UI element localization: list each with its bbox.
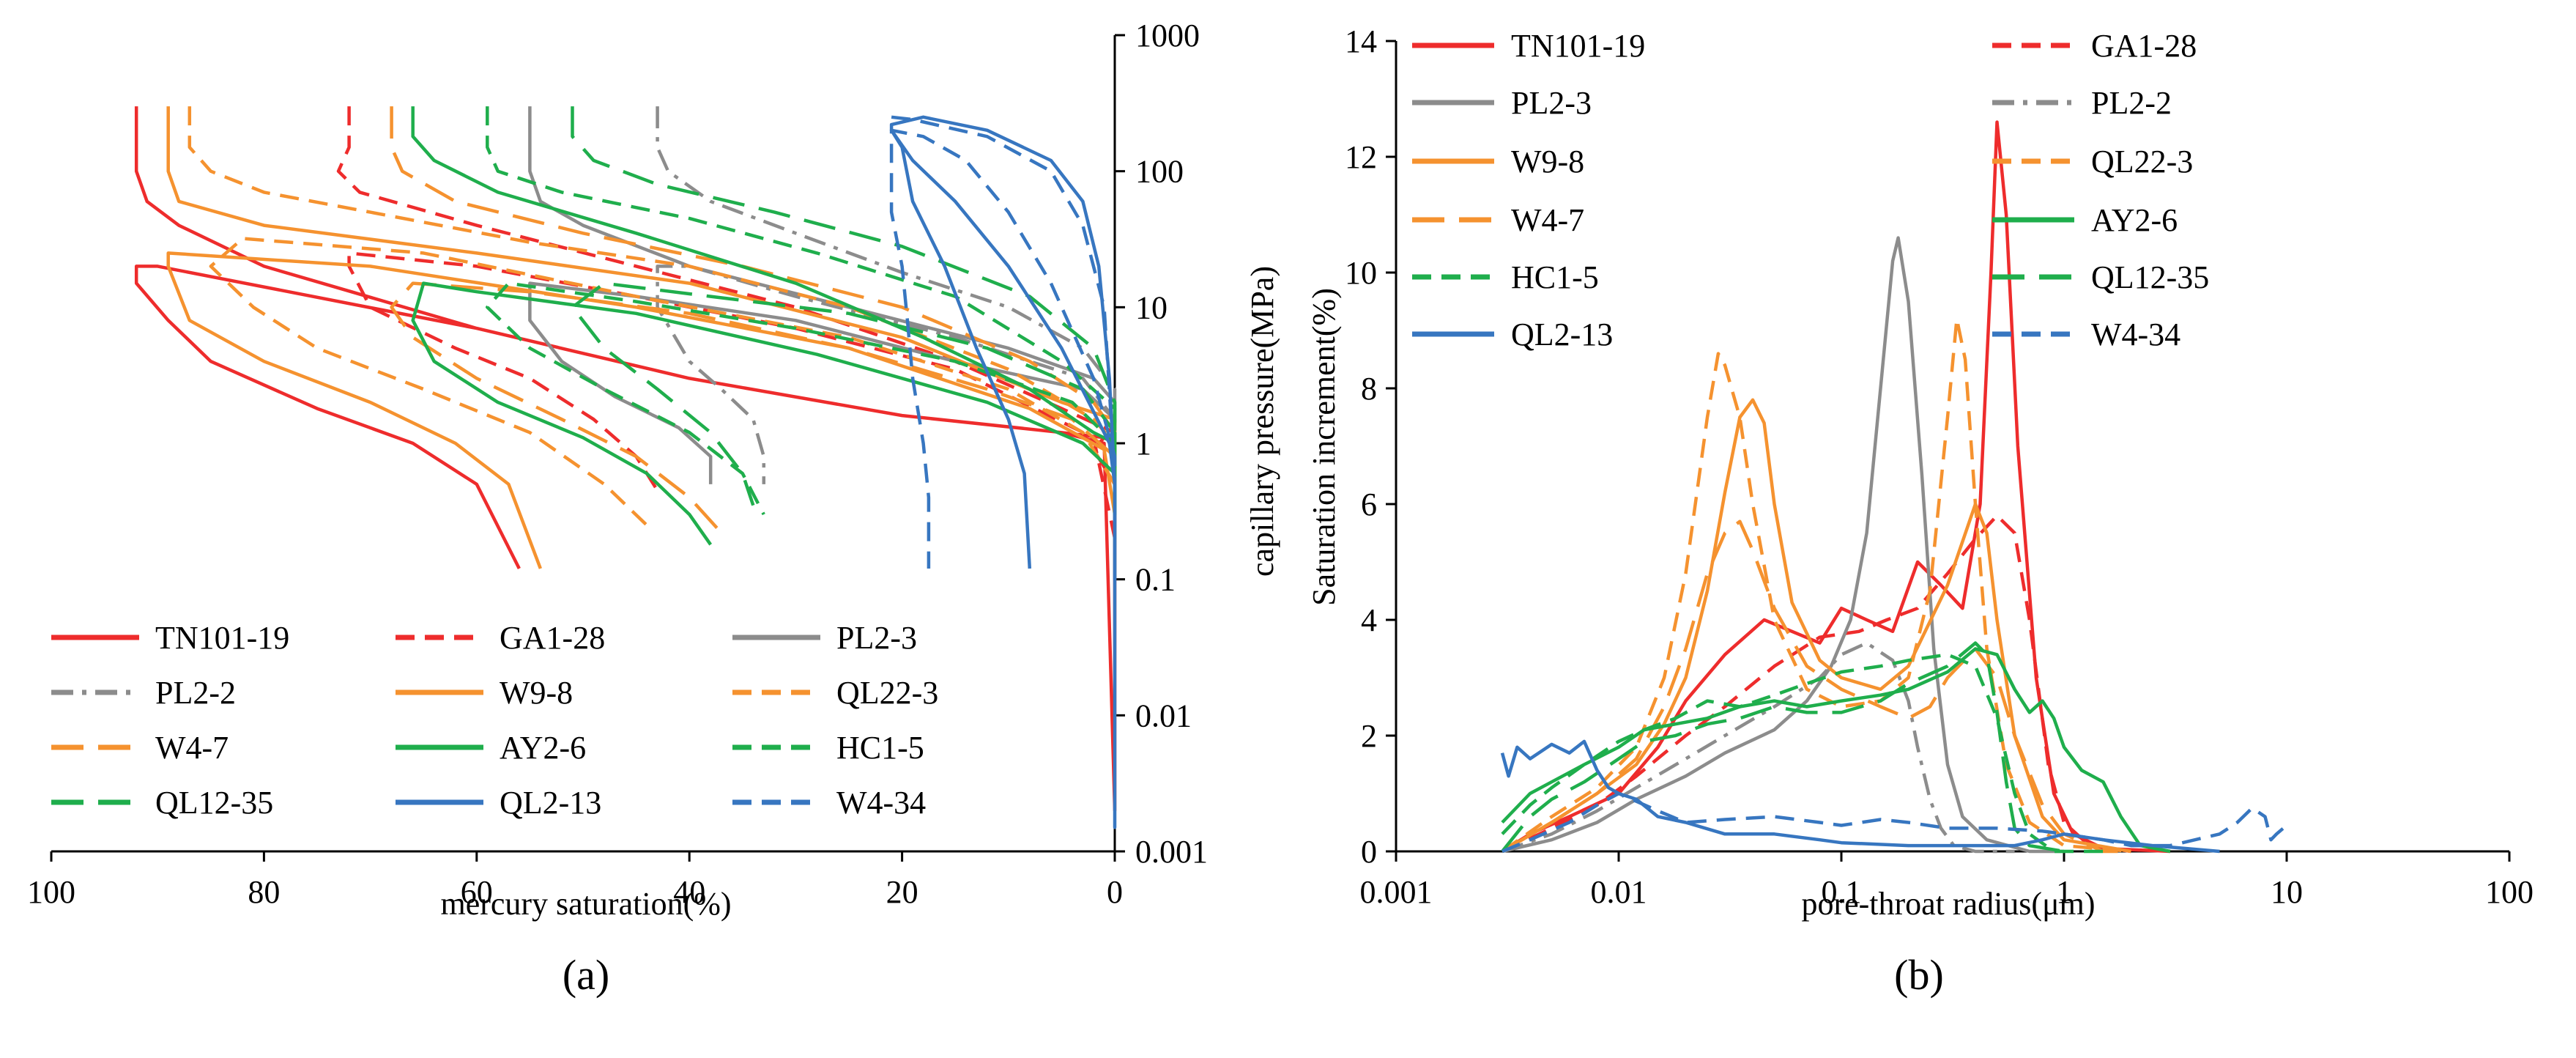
panel-b-y-tick-label: 10: [1345, 255, 1377, 291]
panel-b-legend-label-w4-7: W4-7: [1511, 202, 1584, 238]
panel-b-x-tick-label: 0.1: [1822, 874, 1862, 910]
panel-b-series-w4-34: [1502, 791, 2288, 854]
panel-b-y-tick-label: 0: [1361, 834, 1377, 870]
panel-b-series-w9-8: [1501, 398, 2131, 854]
panel-b-y-ticks: 0 2 4 6 8 10 12 14: [1345, 23, 1396, 870]
panel-a-x-tick-label: 100: [27, 874, 75, 910]
panel-b-x-axis-label: pore-throat radius(μm): [1801, 886, 2095, 922]
panel-a-y-tick-label: 1000: [1135, 18, 1200, 53]
panel-b-x-tick-label: 1: [2056, 874, 2072, 910]
panel-b-legend-label-tn101-19: TN101-19: [1511, 28, 1645, 64]
panel-b-y-tick-label: 12: [1345, 139, 1377, 175]
panel-a-legend-label-pl2-2: PL2-2: [155, 675, 236, 711]
panel-a-series-ql2-13: [889, 115, 1117, 829]
panel-a-legend-label-pl2-3: PL2-3: [836, 620, 917, 656]
panel-a-y-tick-label: 1: [1135, 426, 1151, 462]
panel-a-legend-label-ql2-13: QL2-13: [500, 785, 601, 821]
panel-b-legend-label-ql12-35: QL12-35: [2091, 259, 2209, 295]
panel-a-legend-label-w9-8: W9-8: [500, 675, 573, 711]
panel-b-y-tick-label: 2: [1361, 718, 1377, 754]
panel-a-y-ticks: 1000 100 10 1 0.1 0.01 0.001: [1115, 18, 1208, 870]
panel-b-legend-label-hc1-5: HC1-5: [1511, 259, 1599, 295]
panel-b-legend-label-ga1-28: GA1-28: [2091, 28, 2197, 64]
panel-a-legend-label-tn101-19: TN101-19: [155, 620, 289, 656]
panel-a-series-ay2-6: [411, 106, 1117, 546]
panel-b-series-w4-7: [1501, 519, 2131, 854]
panel-a-x-ticks: 100 80 60 40 20 0: [27, 851, 1123, 910]
panel-b-x-tick-label: 100: [2485, 874, 2534, 910]
panel-b-legend-label-ql22-3: QL22-3: [2091, 144, 2193, 180]
panel-a-x-axis-label: mercury saturation(%): [440, 886, 731, 922]
panel-a-series: [134, 106, 1117, 829]
panel-a-legend: TN101-19 GA1-28 PL2-3 PL2-2 W9-8 QL22-3 W4-7 AY…: [51, 620, 938, 821]
panel-b-axes: [1395, 41, 2509, 853]
panel-b-x-tick-label: 0.01: [1591, 874, 1647, 910]
panel-a-y-tick-label: 100: [1135, 154, 1184, 190]
panel-b-series-pl2-2: [1502, 641, 2015, 854]
panel-b-legend-label-w9-8: W9-8: [1511, 144, 1584, 180]
panel-b-x-tick-label: 0.001: [1360, 874, 1433, 910]
panel-b-series-pl2-3: [1502, 236, 2064, 854]
panel-a-legend-label-ql12-35: QL12-35: [155, 785, 273, 821]
panel-b-label: (b): [1894, 951, 1944, 999]
panel-b-legend-label-pl2-2: PL2-2: [2091, 85, 2172, 121]
panel-b-y-tick-label: 4: [1361, 602, 1377, 638]
panel-a-y-tick-label: 0.01: [1135, 698, 1192, 733]
panel-b-y-tick-label: 6: [1361, 487, 1377, 522]
panel-b-legend-label-ay2-6: AY2-6: [2091, 202, 2178, 238]
panel-a-y-tick-label: 0.1: [1135, 562, 1176, 598]
panel-a-x-tick-label: 0: [1107, 874, 1123, 910]
panel-a-series-tn101-19: [134, 106, 1117, 813]
panel-b-legend: TN101-19 GA1-28 PL2-3 PL2-2 W9-8 QL22-3 W4-7 AY…: [1412, 28, 2209, 352]
panel-b-y-tick-label: 8: [1361, 371, 1377, 407]
panel-b-series-ga1-28: [1502, 514, 2131, 854]
panel-b-series-hc1-5: [1501, 653, 2104, 854]
panel-a-series-w9-8: [166, 106, 1117, 569]
panel-b-series-tn101-19: [1501, 120, 2171, 854]
panel-a-y-tick-label: 10: [1135, 289, 1168, 325]
panel-a-x-tick-label: 80: [248, 874, 280, 910]
panel-a-series-w4-34: [889, 115, 1117, 581]
panel-a-legend-label-w4-34: W4-34: [836, 785, 926, 821]
panel-b-series-ql22-3: [1501, 317, 2131, 854]
panel-a-x-tick-label: 40: [673, 874, 705, 910]
panel-b-legend-label-w4-34: W4-34: [2091, 317, 2180, 352]
panel-b-y-tick-label: 14: [1345, 23, 1377, 59]
panel-a: 100 80 60 40 20 0 1000 100 10 1 0.1 0.01 0.001 merc…: [27, 18, 1280, 999]
panel-a-label: (a): [563, 951, 609, 999]
panel-a-series-ql12-35: [571, 106, 1117, 517]
panel-b-x-ticks: 0.001 0.01 0.1 1 10 100: [1360, 851, 2534, 910]
panel-a-y-axis-label: capillary pressure(MPa): [1244, 266, 1280, 577]
panel-a-legend-label-ga1-28: GA1-28: [500, 620, 605, 656]
panel-b-series-ay2-6: [1501, 647, 2171, 854]
panel-b-legend-label-pl2-3: PL2-3: [1511, 85, 1592, 121]
panel-a-axes: [51, 35, 1116, 853]
panel-a-series-hc1-5: [486, 106, 1117, 517]
panel-b-legend-label-ql2-13: QL2-13: [1511, 317, 1613, 352]
panel-a-x-tick-label: 20: [886, 874, 918, 910]
panel-a-y-tick-label: 0.001: [1135, 834, 1208, 870]
panel-a-legend-label-ay2-6: AY2-6: [500, 730, 586, 766]
panel-b-series: [1500, 120, 2288, 854]
panel-a-legend-label-ql22-3: QL22-3: [836, 675, 938, 711]
panel-b-y-axis-label: Saturation increment(%): [1306, 288, 1342, 606]
panel-a-legend-label-hc1-5: HC1-5: [836, 730, 924, 766]
panel-b: 0.001 0.01 0.1 1 10 100 0 2 4 6 8 10 12 14 pore-thro…: [1306, 23, 2534, 999]
panel-a-x-tick-label: 60: [461, 874, 493, 910]
panel-a-legend-label-w4-7: W4-7: [155, 730, 229, 766]
panel-b-x-tick-label: 10: [2271, 874, 2303, 910]
panel-a-series-pl2-3: [528, 106, 1117, 541]
panel-b-series-ql2-13: [1500, 739, 2220, 854]
